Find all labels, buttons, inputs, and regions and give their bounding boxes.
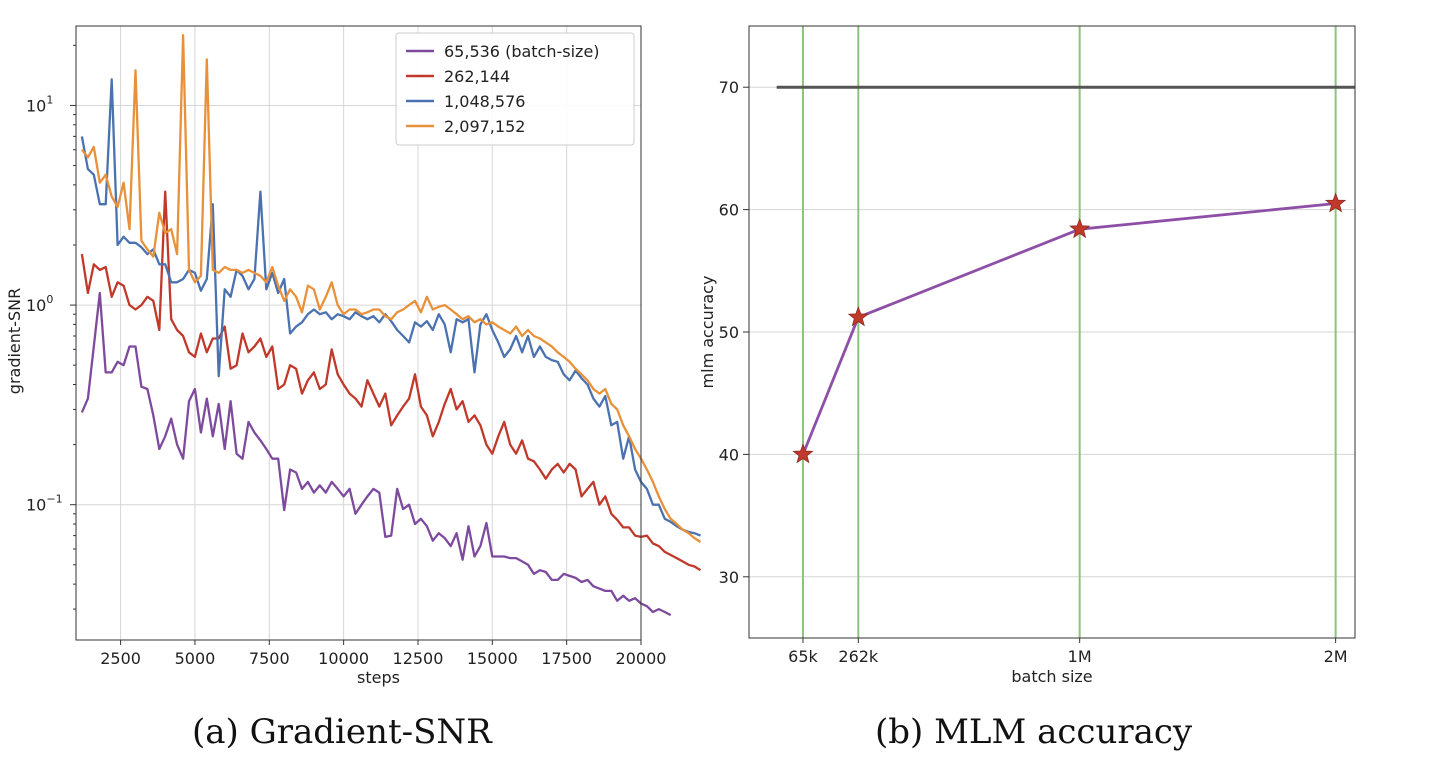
a-xtick-label-4: 12500 bbox=[393, 649, 444, 668]
b-ylabel: mlm accuracy bbox=[698, 276, 717, 389]
a-xtick-label-1: 5000 bbox=[175, 649, 216, 668]
gradient-snr-chart: 2500 5000 7500 10000 12500 15000 17500 20000 10−… bbox=[5, 25, 702, 687]
a-ytick-label-0: 10−1 bbox=[26, 493, 63, 515]
b-xtick-label-1M: 1M bbox=[1068, 647, 1092, 666]
b-xlabel: batch size bbox=[1011, 667, 1092, 686]
a-xtick-label-5: 15000 bbox=[467, 649, 518, 668]
a-xlabel: steps bbox=[357, 668, 400, 687]
mlm-accuracy-chart: 30 40 50 60 70 65k 262k 1M 2M batch size mlm accur… bbox=[698, 25, 1356, 686]
b-star-marker-1M bbox=[1069, 218, 1091, 239]
a-xtick-label-0: 2500 bbox=[100, 649, 141, 668]
a-xtick-label-2: 7500 bbox=[249, 649, 290, 668]
a-series-line-2 bbox=[80, 78, 701, 537]
a-xtick-label-6: 17500 bbox=[541, 649, 592, 668]
b-xtick-label-65k: 65k bbox=[788, 647, 818, 666]
a-xtick-label-7: 20000 bbox=[616, 649, 667, 668]
b-ytick-label-2: 50 bbox=[719, 323, 739, 342]
b-star-marker-262k bbox=[847, 306, 869, 327]
a-ylabel: gradient-SNR bbox=[5, 288, 24, 394]
a-legend-label-2: 1,048,576 bbox=[444, 92, 525, 111]
a-series-line-0 bbox=[80, 291, 672, 617]
b-ytick-label-4: 70 bbox=[719, 78, 739, 97]
a-axes-frame bbox=[75, 25, 642, 641]
a-legend-label-1: 262,144 bbox=[444, 67, 510, 86]
a-series-line-3 bbox=[80, 33, 702, 543]
caption-a: (a) Gradient-SNR bbox=[192, 712, 492, 752]
b-xtick-label-262k: 262k bbox=[838, 647, 879, 666]
b-accuracy-line bbox=[801, 202, 1336, 455]
caption-b: (b) MLM accuracy bbox=[875, 712, 1193, 752]
b-star-marker-65k bbox=[792, 443, 814, 464]
b-xtick-label-2M: 2M bbox=[1324, 647, 1348, 666]
a-legend-box bbox=[395, 32, 635, 146]
a-ytick-label-2: 101 bbox=[26, 93, 53, 115]
a-series-line-1 bbox=[80, 190, 702, 572]
a-ytick-label-1: 100 bbox=[26, 293, 53, 315]
b-ytick-label-0: 30 bbox=[719, 568, 739, 587]
a-legend-label-3: 2,097,152 bbox=[444, 117, 525, 136]
a-legend-label-0: 65,536 (batch-size) bbox=[444, 42, 600, 61]
b-star-marker-2M bbox=[1325, 192, 1347, 213]
a-xtick-label-3: 10000 bbox=[318, 649, 369, 668]
b-ytick-label-1: 40 bbox=[719, 445, 739, 464]
b-ytick-label-3: 60 bbox=[719, 201, 739, 220]
